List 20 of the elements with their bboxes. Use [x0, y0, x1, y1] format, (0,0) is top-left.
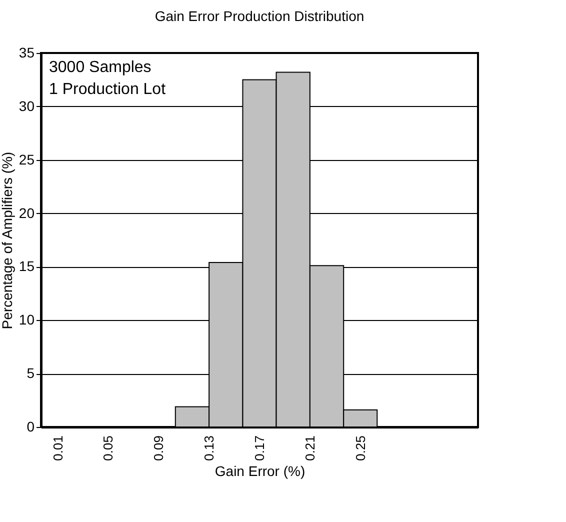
x-tick-label: 0.17	[252, 436, 267, 461]
y-tick-label: 5	[26, 365, 35, 382]
x-axis-title: Gain Error (%)	[214, 462, 306, 479]
x-tick-label: 0.13	[202, 436, 217, 461]
y-tick-label: 10	[18, 312, 35, 328]
y-tick-label: 20	[18, 204, 35, 221]
y-tick-label: 35	[18, 44, 35, 60]
x-tick-label: 0.21	[302, 436, 318, 461]
x-tick-label: 0.01	[50, 436, 66, 461]
y-tick-label: 25	[18, 151, 35, 168]
x-tick-label: 0.25	[352, 436, 368, 461]
y-tick-label: 30	[18, 98, 35, 114]
y-tick-label: 0	[26, 418, 35, 434]
annotation: 3000 Samples	[49, 59, 152, 76]
annotation: 1 Production Lot	[49, 81, 166, 98]
x-tick-label: 0.09	[151, 436, 166, 461]
x-tick-label: 0.05	[100, 436, 116, 461]
y-axis-title: Percentage of Amplifiers (%)	[0, 152, 15, 330]
y-tick-label: 15	[18, 258, 35, 274]
chart-title: Gain Error Production Distribution	[154, 8, 364, 24]
